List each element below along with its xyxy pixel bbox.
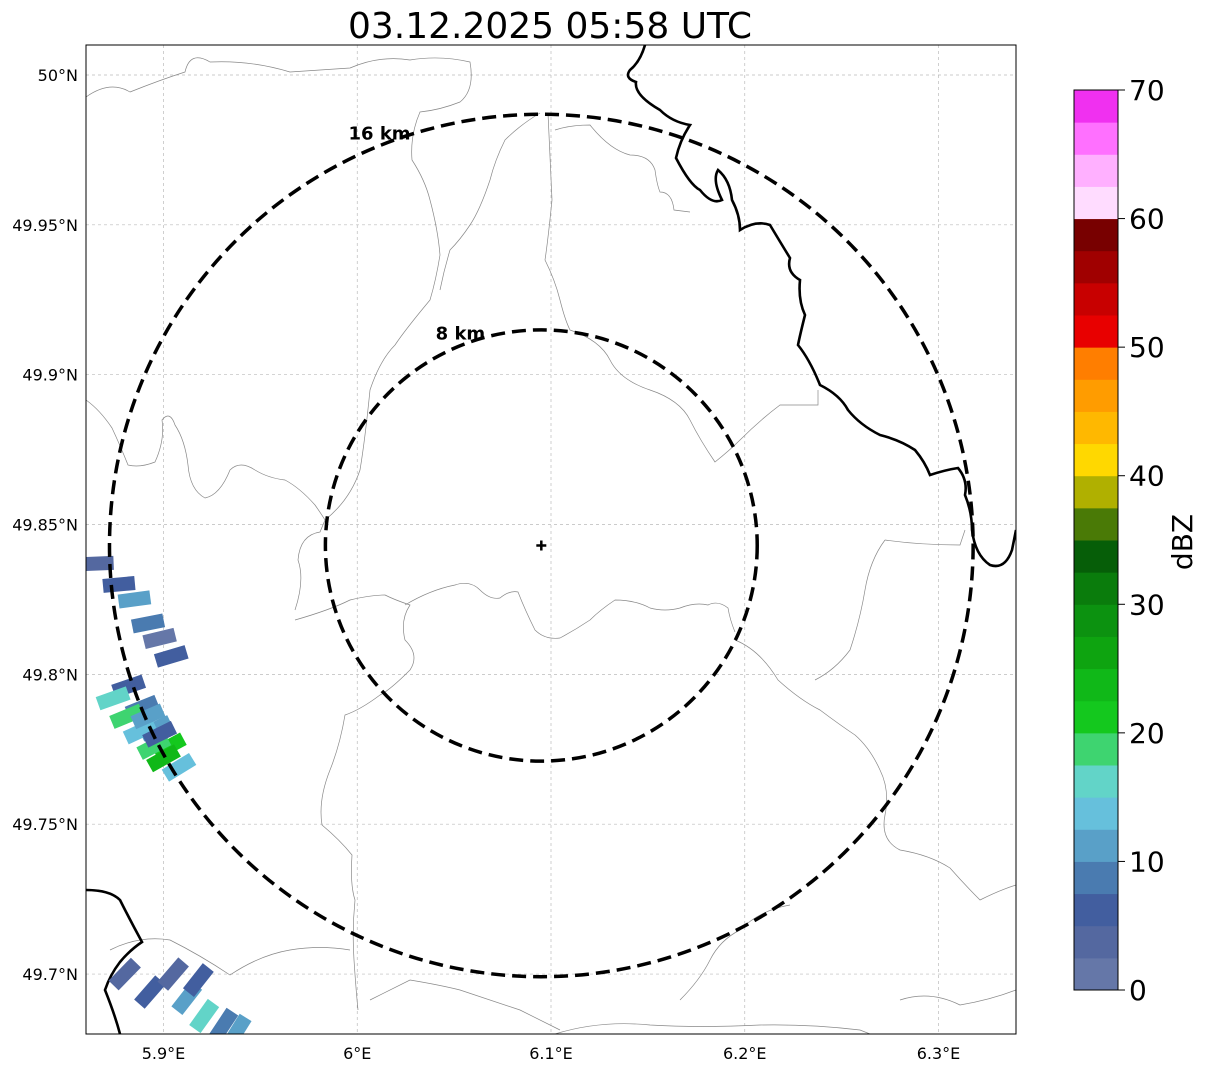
- x-tick-label: 6.1°E: [529, 1044, 573, 1063]
- x-tick-label: 6.3°E: [917, 1044, 961, 1063]
- colorbar-swatch: [1074, 250, 1118, 284]
- echo-cell: [142, 720, 178, 748]
- map-title: 03.12.2025 05:58 UTC: [348, 6, 752, 47]
- echo-cell: [142, 627, 177, 649]
- colorbar-swatch: [1074, 154, 1118, 187]
- colorbar-swatch: [1074, 540, 1118, 573]
- colorbar-swatch: [1074, 925, 1118, 959]
- colorbar-swatch: [1074, 186, 1118, 220]
- colorbar-swatch: [1074, 315, 1118, 348]
- colorbar-swatch: [1074, 443, 1118, 477]
- range-ring-labels: 8 km 16 km: [349, 124, 486, 345]
- colorbar-ticks: 0 10 20 30 40 50 60 70: [1118, 80, 1165, 1005]
- echo-cell: [122, 718, 158, 745]
- echo-cell: [130, 613, 166, 634]
- colorbar-swatch: [1074, 636, 1118, 670]
- echo-cell: [102, 576, 136, 593]
- x-tick-label: 6°E: [343, 1044, 371, 1063]
- y-tick-label: 49.85°N: [12, 516, 78, 535]
- colorbar-swatch: [1074, 668, 1118, 702]
- y-tick-label: 49.95°N: [12, 216, 78, 235]
- echo-cell: [95, 686, 131, 711]
- echo-cell: [146, 744, 181, 773]
- y-tick-label: 50°N: [38, 66, 78, 85]
- y-tick-label: 49.7°N: [22, 965, 78, 984]
- echo-cell: [108, 957, 141, 991]
- colorbar-tick-label: 10: [1129, 845, 1165, 878]
- echo-cell: [117, 590, 152, 609]
- colorbar-swatch: [1074, 411, 1118, 445]
- reflectivity-echoes: [86, 555, 252, 1034]
- colorbar-swatch: [1074, 604, 1118, 637]
- radar-site-icon: [536, 540, 547, 551]
- echo-cell: [153, 645, 189, 668]
- colorbar-tick-label: 50: [1129, 331, 1165, 364]
- x-tick-label: 6.2°E: [723, 1044, 767, 1063]
- colorbar-swatch: [1074, 122, 1118, 155]
- range-ring-8km: [323, 328, 759, 763]
- colorbar-tick-label: 30: [1129, 588, 1165, 621]
- colorbar-swatch: [1074, 957, 1118, 991]
- colorbar-swatch: [1074, 732, 1118, 766]
- echo-cell: [130, 703, 166, 730]
- colorbar-tick-label: 60: [1129, 203, 1165, 236]
- echo-cell: [161, 752, 197, 782]
- x-tick-label: 5.9°E: [142, 1044, 186, 1063]
- echo-cell: [157, 957, 189, 991]
- colorbar-swatch: [1074, 572, 1118, 605]
- colorbar-swatch: [1074, 282, 1118, 316]
- colorbar-swatch: [1074, 347, 1118, 380]
- colorbar-swatch: [1074, 765, 1118, 798]
- admin-boundaries: [86, 57, 1016, 1034]
- colorbar-swatch: [1074, 218, 1118, 252]
- colorbar-swatch: [1074, 861, 1118, 895]
- echo-cell: [86, 555, 114, 572]
- map-frame: [85, 44, 1017, 1035]
- colorbar-tick-label: 40: [1129, 460, 1165, 493]
- graticule: [86, 45, 1016, 1034]
- y-tick-label: 49.75°N: [12, 815, 78, 834]
- echo-cell: [134, 975, 166, 1009]
- colorbar-tick-label: 70: [1129, 80, 1165, 107]
- colorbar-swatch: [1074, 700, 1118, 734]
- range-rings: [107, 112, 975, 979]
- echo-cell: [182, 963, 214, 997]
- colorbar-swatches: [1074, 90, 1118, 991]
- range-ring-16km: [107, 112, 975, 979]
- colorbar-swatch: [1074, 90, 1118, 123]
- colorbar-tick-label: 20: [1129, 717, 1165, 750]
- y-tick-label: 49.9°N: [22, 366, 78, 385]
- national-borders: [86, 45, 1016, 1034]
- colorbar: 0 10 20 30 40 50 60 70 dBZ: [1073, 80, 1199, 1005]
- colorbar-label: dBZ: [1166, 514, 1199, 570]
- echo-cell: [189, 998, 220, 1034]
- echo-cell: [109, 703, 145, 729]
- colorbar-swatch: [1074, 797, 1118, 830]
- axis-ticks: 5.9°E 6°E 6.1°E 6.2°E 6.3°E 50°N 49.95°N 49.9°N…: [12, 66, 960, 1063]
- colorbar-frame: [1073, 89, 1119, 991]
- colorbar-swatch: [1074, 379, 1118, 412]
- colorbar-swatch: [1074, 507, 1118, 541]
- colorbar-swatch: [1074, 829, 1118, 862]
- y-tick-label: 49.8°N: [22, 665, 78, 684]
- range-ring-label: 16 km: [349, 124, 411, 145]
- colorbar-swatch: [1074, 475, 1118, 509]
- echo-cell: [222, 1013, 252, 1034]
- colorbar-swatch: [1074, 893, 1118, 927]
- colorbar-tick-label: 0: [1129, 974, 1147, 1005]
- radar-map: 03.12.2025 05:58 UTC: [12, 6, 1017, 1063]
- range-ring-label: 8 km: [436, 324, 486, 345]
